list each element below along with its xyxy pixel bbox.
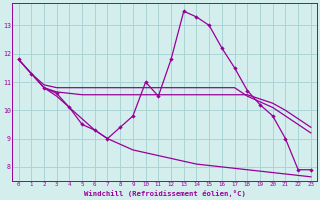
X-axis label: Windchill (Refroidissement éolien,°C): Windchill (Refroidissement éolien,°C) — [84, 190, 246, 197]
